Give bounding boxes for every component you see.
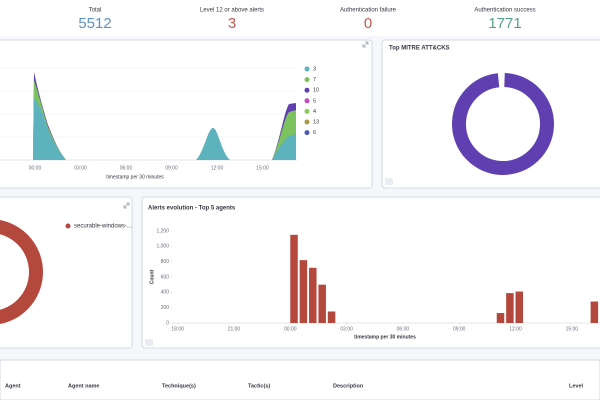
legend-swatch [304,130,310,136]
legend-swatch [304,66,310,72]
stat-label: Authentication success [474,8,535,14]
legend-swatch [304,119,310,125]
legend-label: 10 [313,88,319,94]
stat-value: 1771 [488,15,521,32]
bars [290,234,599,323]
legend-label: securable-windows-... [74,224,132,230]
y-axis-label: Count [149,269,155,284]
column-header: Tactic(s) [248,383,270,389]
column-header: Agent name [68,383,99,389]
legend-label: 3 [313,66,316,72]
y-tick-label: 800 [161,259,170,265]
column-header: Agent [5,383,21,389]
legend-swatch [304,77,310,83]
donut [452,73,554,175]
x-tick-label: 15:00 [566,326,579,332]
stat-label: Level 12 or above alerts [200,8,264,14]
y-tick-label: 0 [166,320,169,326]
stat-label: Total [89,8,102,14]
y-tick-label: 200 [161,305,170,311]
x-tick-label: 00:00 [29,165,42,171]
panel [0,196,133,349]
expand-icon[interactable] [123,41,369,209]
stat-value: 5512 [78,15,111,32]
x-tick-label: 00:00 [284,326,297,332]
legend-label: 5 [313,98,316,104]
legend-swatch [304,98,310,104]
bar [506,293,514,323]
bar [590,301,599,323]
x-tick-label: 03:00 [74,165,87,171]
column-header: Description [333,383,364,389]
legend-swatch [304,108,310,114]
x-tick-label: 21:00 [228,326,241,332]
table-panel [0,359,600,400]
donut [0,219,43,325]
legend-swatch [304,87,310,93]
x-tick-label: 06:00 [120,165,133,171]
x-tick-label: 03:00 [340,326,353,332]
column-header: Technique(s) [162,383,196,389]
bar [496,313,505,323]
bar [309,267,317,323]
stat-value: 0 [364,15,372,32]
area [272,134,296,160]
x-tick-label: 12:00 [211,165,224,171]
bar [299,260,308,323]
table-toggle[interactable] [145,339,153,346]
bar [327,311,336,323]
area [33,98,66,160]
x-tick-label: 18:00 [171,326,184,332]
bar [290,234,298,323]
stat-label: Authentication failure [340,8,397,14]
column-header: Level [569,383,584,389]
legend-swatch [65,223,71,229]
x-tick-label: 15:00 [256,165,269,171]
stats-bar [0,0,600,36]
x-tick-label: 06:00 [397,326,410,332]
panel-title: Top MITRE ATT&CKS [389,46,450,52]
y-tick-label: 400 [161,290,170,296]
x-axis-label: timestamp per 30 minutes [354,334,416,340]
legend-label: 4 [313,109,316,115]
y-tick-label: 600 [161,274,170,280]
panel-title: Alerts evolution - Top 5 agents [148,206,236,212]
x-axis-label: timestamp per 30 minutes [106,174,164,180]
bar [515,291,524,323]
y-tick-label: 1,200 [156,228,169,234]
table-toggle[interactable] [385,178,393,185]
legend-label: 6 [313,130,316,136]
x-tick-label: 09:00 [453,326,466,332]
area [196,128,230,160]
x-tick-label: 09:00 [165,165,178,171]
legend-label: 7 [313,77,316,83]
stat-value: 3 [228,15,236,32]
x-tick-label: 12:00 [509,326,522,332]
y-tick-label: 1,000 [156,244,169,250]
bar [318,284,326,323]
legend-label: 13 [313,119,319,125]
panel [141,196,600,349]
